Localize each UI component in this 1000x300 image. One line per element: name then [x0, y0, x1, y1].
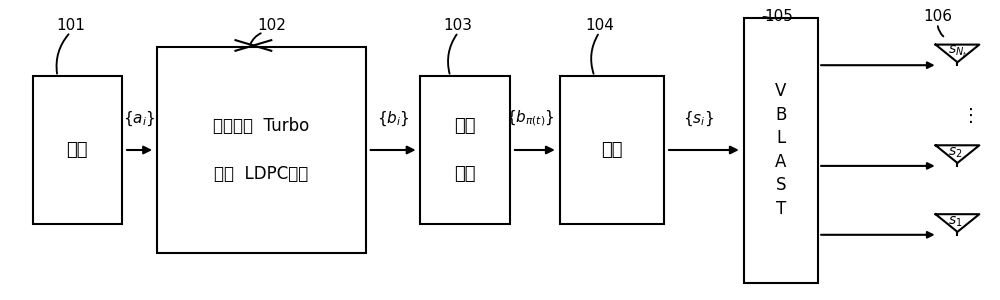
Text: 调制: 调制 [601, 141, 623, 159]
FancyBboxPatch shape [33, 76, 122, 224]
Text: 104: 104 [585, 17, 614, 32]
Text: 信源: 信源 [67, 141, 88, 159]
Text: 比特: 比特 [454, 117, 476, 135]
FancyBboxPatch shape [560, 76, 664, 224]
Text: 卷积  LDPC码等: 卷积 LDPC码等 [214, 165, 308, 183]
Text: $\{a_i\}$: $\{a_i\}$ [123, 110, 155, 128]
Text: $\{s_i\}$: $\{s_i\}$ [683, 110, 714, 128]
Text: $s_{N_t}$: $s_{N_t}$ [948, 44, 967, 60]
FancyBboxPatch shape [157, 47, 366, 253]
FancyBboxPatch shape [420, 76, 510, 224]
Text: $\{b_{\pi(t)}\}$: $\{b_{\pi(t)}\}$ [506, 108, 554, 128]
Text: $\{b_i\}$: $\{b_i\}$ [377, 110, 410, 128]
Text: 101: 101 [56, 17, 85, 32]
FancyBboxPatch shape [744, 17, 818, 283]
Text: $s_1$: $s_1$ [948, 214, 962, 229]
Text: 105: 105 [764, 9, 793, 24]
Text: V
B
L
A
S
T: V B L A S T [775, 82, 787, 218]
Text: 106: 106 [923, 9, 952, 24]
Text: 交织: 交织 [454, 165, 476, 183]
Text: 信道编码  Turbo: 信道编码 Turbo [213, 117, 309, 135]
Text: $s_2$: $s_2$ [948, 146, 962, 160]
Text: 103: 103 [444, 17, 473, 32]
Text: 102: 102 [257, 17, 286, 32]
Text: $\vdots$: $\vdots$ [961, 106, 973, 125]
